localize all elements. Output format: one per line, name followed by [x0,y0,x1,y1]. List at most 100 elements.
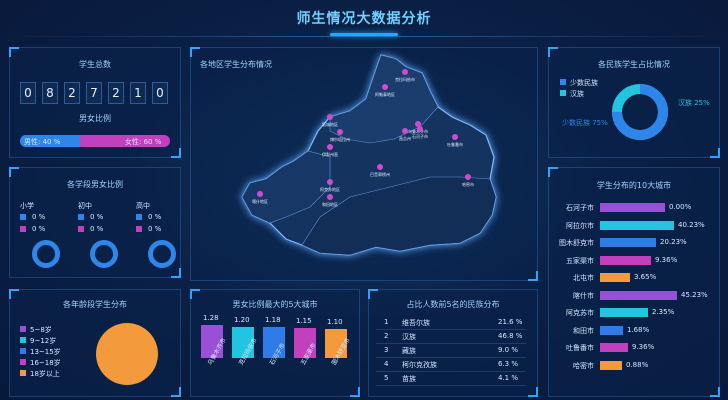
ethnic-row-divider [376,343,526,344]
city-name: 阿克苏市 [566,309,594,317]
map-region-south [301,176,497,256]
male-bar [20,135,80,147]
map-region-label: 克拉玛依市 [395,76,415,82]
student-total-title: 学生总数 [79,60,111,69]
minority-legend-square [560,90,566,96]
ethnic-top5-panel [368,289,538,397]
title-underline [330,33,398,36]
map-region-north [329,54,439,144]
map-region-label: 伊犁州直 [322,151,338,157]
digit-box: 7 [86,82,102,104]
ratio-value: 1.20 [234,316,250,324]
ratio-bar [201,325,223,358]
city-name: 五家渠市 [566,256,594,265]
city-bar [600,238,656,247]
age-legend-square [20,337,26,343]
male-legend-square [78,214,84,220]
digit-box: 1 [130,82,146,104]
digit-box: 0 [152,82,168,104]
map-pin-icon[interactable] [377,164,383,170]
map-pin-icon[interactable] [382,84,388,90]
city-value: 0.00% [669,203,692,211]
map-pin-icon[interactable] [465,174,471,180]
ethnic-percent: 6.3 % [498,360,519,368]
map-pin-icon[interactable] [257,191,263,197]
digit-box: 0 [20,82,36,104]
city-bar [600,325,623,335]
city-bar [600,220,674,230]
gender-bar [20,135,170,147]
map-region-label: 阿勒泰地区 [375,91,395,97]
male-legend-square [136,214,142,220]
map-region-label: 塔城地区 [322,121,338,127]
ratio-value: 1.18 [265,316,281,324]
ratio-bar [263,327,285,358]
ethnic-rank: 5 [384,374,389,382]
ethnic-top5-title: 占比人数前5名的民族分布 [406,300,500,309]
map-pin-icon[interactable] [337,129,343,135]
map-region-west [241,150,331,224]
ethnic-percent: 21.6 % [498,318,523,326]
ratio-value: 1.10 [327,318,343,326]
minority-legend-label: 汉族 [570,90,584,98]
ethnic-row-divider [376,329,526,330]
city-bar [600,273,630,282]
city-value: 45.23% [681,290,708,299]
stage-name: 初中 [78,202,92,210]
map-pin-icon[interactable] [327,179,333,185]
stage-gender-title: 各学段男女比例 [67,180,123,189]
ethnic-percent: 9.0 % [498,346,519,354]
digit-box: 2 [108,82,124,104]
ratio-bar [294,328,316,358]
stage-male-value: 0 % [90,213,104,221]
stage-female-value: 0 % [32,225,46,233]
ethnic-name: 藏族 [402,347,416,355]
stage-donut [32,240,60,268]
city-name: 北屯市 [573,274,594,282]
map-pin-icon[interactable] [417,126,423,132]
female-label: 女性: 60 % [125,138,162,146]
ethnic-name: 汉族 [402,333,416,341]
stage-donut [90,240,118,268]
map-region-label: 石河子市 [412,133,428,139]
age-legend-square [20,370,26,376]
city-value: 1.68% [627,325,650,334]
map-pin-icon[interactable] [402,69,408,75]
age-legend-label: 5~8岁 [30,326,52,334]
ethnic-row-divider [376,371,526,372]
map-pin-icon[interactable] [415,121,421,127]
city-name: 吐鲁番市 [566,344,594,352]
gender-ratio-title: 男女比例 [79,114,111,123]
city-value: 9.36% [632,343,655,351]
stage-name: 小学 [20,202,34,210]
map-region-label: 昌吉州 [399,136,411,141]
city-bar [600,360,622,370]
city-name: 石河子市 [566,204,594,212]
map-pin-icon[interactable] [327,144,333,150]
ratio-value: 1.28 [203,314,219,322]
map-region-label: 吐鲁番市 [447,141,463,147]
han-label: 汉族 25% [678,99,710,107]
digit-box: 8 [42,82,58,104]
city-bar [600,255,651,265]
minority-legend-label: 少数民族 [570,79,598,87]
age-title: 各年龄段学生分布 [63,300,127,309]
ratio-bar [232,327,254,358]
city-value: 40.23% [678,220,705,229]
donut-minority [612,84,668,140]
map-pin-icon[interactable] [327,194,333,200]
ethnic-name: 柯尔克孜族 [402,361,437,369]
male-label: 男性: 40 % [24,138,61,146]
map-region-label: 喀什地区 [252,198,268,204]
header-divider [0,36,728,37]
map-pin-icon[interactable] [402,128,408,134]
map-pin-icon[interactable] [327,114,333,120]
stage-male-value: 0 % [148,213,162,221]
page-title: 师生情况大数据分析 [296,11,432,27]
city-name: 喀什市 [573,291,594,300]
minority-title: 各民族学生占比情况 [598,60,670,69]
city-value: 0.88% [626,360,649,369]
ethnic-rank: 1 [384,318,389,326]
map-pin-icon[interactable] [452,134,458,140]
city-value: 3.65% [634,273,657,281]
